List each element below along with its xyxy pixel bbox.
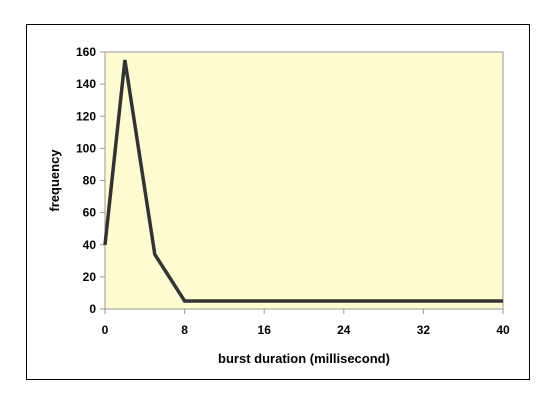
data-point <box>204 300 205 302</box>
chart-frame: 0 8 16 24 32 40 0 20 40 60 80 100 120 140 160 burst d… <box>26 24 530 380</box>
y-tick-label: 100 <box>76 141 96 155</box>
series-layer <box>103 59 504 303</box>
x-tick-label: 8 <box>181 323 188 337</box>
x-tick-label: 32 <box>417 323 431 337</box>
x-tick-label: 40 <box>496 323 510 337</box>
y-tick-label: 160 <box>76 45 96 59</box>
x-axis-title: burst duration (millisecond) <box>218 351 390 366</box>
y-tick-label: 60 <box>83 206 97 220</box>
y-tick-labels: 0 20 40 60 80 100 120 140 160 <box>76 45 96 316</box>
y-tick-label: 140 <box>76 77 96 91</box>
data-point <box>124 59 126 61</box>
data-point <box>104 244 106 246</box>
x-tick-labels: 0 8 16 24 32 40 <box>102 323 510 337</box>
series-line <box>103 59 503 303</box>
x-tick-label: 0 <box>102 323 109 337</box>
y-axis-title: frequency <box>47 149 62 212</box>
y-tick-label: 120 <box>76 109 96 123</box>
y-tick-label: 80 <box>83 174 97 188</box>
y-tick-label: 40 <box>83 238 97 252</box>
x-tick-label: 24 <box>337 323 351 337</box>
data-point <box>502 300 504 302</box>
x-tick-label: 16 <box>258 323 272 337</box>
x-tick-marks <box>104 309 504 314</box>
y-tick-label: 20 <box>83 270 97 284</box>
y-tick-label: 0 <box>89 302 96 316</box>
data-point <box>184 300 186 302</box>
data-point <box>154 253 156 255</box>
plot-area <box>104 51 504 310</box>
y-tick-marks <box>100 51 105 310</box>
